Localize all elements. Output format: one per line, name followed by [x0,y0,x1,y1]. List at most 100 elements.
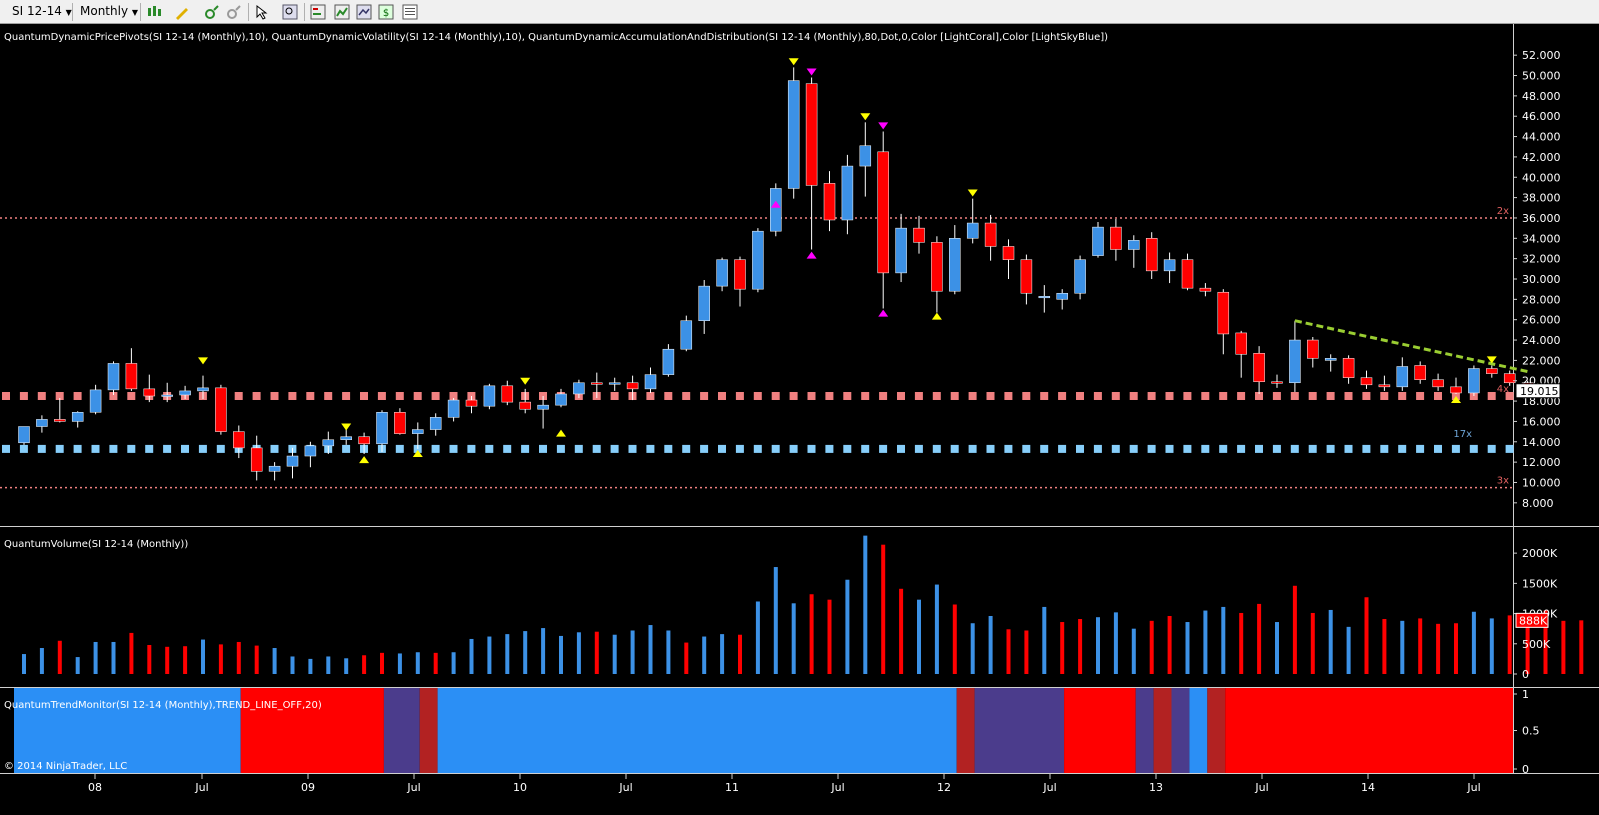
candle-body [447,399,460,418]
candle-body [1145,238,1158,272]
candle-body [1163,259,1176,272]
candle-body [394,412,406,434]
data-box-icon[interactable] [310,4,326,20]
volume-tick-label: 0 [1522,668,1529,681]
accumulation-distribution-dot [932,392,941,400]
accumulation-distribution-dot [1183,392,1192,400]
accumulation-distribution-dot [843,444,852,453]
accumulation-distribution-dot [879,444,888,453]
time-tick-label: Jul [1042,781,1056,794]
candle-body [841,165,854,221]
accumulation-distribution-dot [413,392,422,400]
volume-bar [1471,611,1476,674]
accumulation-distribution-dot [1398,444,1407,453]
volume-bar [809,594,814,674]
strategies-icon[interactable]: $ [378,4,394,20]
pivot-high-marker [806,68,817,76]
pivot-low-marker [556,429,566,437]
level-label: 2x [1497,206,1509,217]
period-selector[interactable]: Monthly ▼ [80,3,138,20]
pivot-low-marker [1451,396,1461,404]
accumulation-distribution-dot [789,444,798,453]
chart-area[interactable]: 2x 4x 17x 3x 52.000 50.000 48.000 46.000 44.000… [0,24,1599,815]
zoom-in-icon[interactable] [204,4,220,20]
candle-body [1217,291,1230,335]
volume-tick-label: 1500K [1522,577,1558,590]
candle-body [304,445,317,457]
candle-body [1324,358,1337,361]
accumulation-distribution-dot [360,392,368,400]
accumulation-distribution-dot [646,444,655,453]
accumulation-distribution-dot [1004,444,1013,453]
volume-bar [1113,612,1118,674]
candle-body [966,222,979,239]
volume-tick-label: 500K [1522,638,1551,651]
zoom-out-icon[interactable] [226,4,242,20]
volume-bar [487,636,492,674]
volume-bar [576,632,581,674]
accumulation-distribution-dot [449,444,458,453]
accumulation-distribution-dot [234,392,243,400]
accumulation-distribution-dot [270,392,279,400]
volume-bar [308,658,313,674]
candle-body [752,230,764,290]
candle-body [1503,373,1516,384]
price-tick-label: 14.000 [1522,436,1561,449]
trend-monitor-block [974,688,1065,773]
volume-bar [1382,619,1387,674]
pivot-high-marker [1486,356,1497,364]
accumulation-distribution-dot [1308,392,1317,400]
volume-panel-title: QuantumVolume(SI 12-14 (Monthly)) [4,539,188,550]
candle-body [949,238,961,292]
volume-bar [1275,622,1279,674]
accumulation-distribution-dot [1147,444,1156,453]
accumulation-distribution-dot [91,444,100,453]
time-tick-label: Jul [194,781,208,794]
volume-bar [1489,618,1494,674]
accumulation-distribution-dot [1237,444,1246,453]
accumulation-distribution-dot [1434,392,1442,400]
accumulation-distribution-dot [431,444,440,453]
accumulation-distribution-dot [395,392,404,400]
accumulation-distribution-dot [37,392,46,400]
accumulation-distribution-dot [1201,392,1210,400]
accumulation-distribution-dot [771,392,780,400]
candle-body [591,382,603,385]
instrument-selector[interactable]: SI 12-14 ▼ [12,3,72,20]
volume-tick-label: 2000K [1522,547,1558,560]
pointer-icon[interactable] [254,4,270,20]
indicators-icon[interactable] [334,4,350,20]
trend-monitor-title: QuantumTrendMonitor(SI 12-14 (Monthly),T… [4,700,322,711]
pivot-high-marker [198,357,208,365]
drawing-tool-icon[interactable] [174,4,190,20]
accumulation-distribution-dot [55,392,64,400]
chart-style-icon[interactable] [146,4,162,20]
chart-trader-icon[interactable] [356,4,372,20]
volume-bar [433,652,438,674]
volume-bar [22,654,26,674]
candle-body [1253,353,1265,383]
candle-body [680,320,693,350]
price-tick-label: 28.000 [1522,293,1561,306]
volume-bar [952,604,957,674]
volume-bar [236,641,241,674]
candle-body [18,426,30,444]
accumulation-distribution-dot [1040,444,1049,453]
candle-body [412,429,424,434]
volume-bar [630,630,635,674]
properties-icon[interactable] [402,4,418,20]
candle-body [662,348,675,375]
volume-bar [1543,610,1548,674]
pivot-low-marker [878,309,889,317]
candle-body [555,393,567,406]
accumulation-distribution-dot [342,392,351,400]
volume-bar [397,653,402,674]
pivot-markers [198,58,1497,464]
accumulation-distribution-dot [861,392,870,400]
accumulation-distribution-dot [1111,392,1120,400]
search-icon[interactable] [282,4,298,20]
accumulation-distribution-dot [1255,444,1263,453]
accumulation-distribution-dot [1380,444,1389,453]
volume-bar [1436,623,1441,674]
accumulation-distribution-dot [914,444,923,453]
